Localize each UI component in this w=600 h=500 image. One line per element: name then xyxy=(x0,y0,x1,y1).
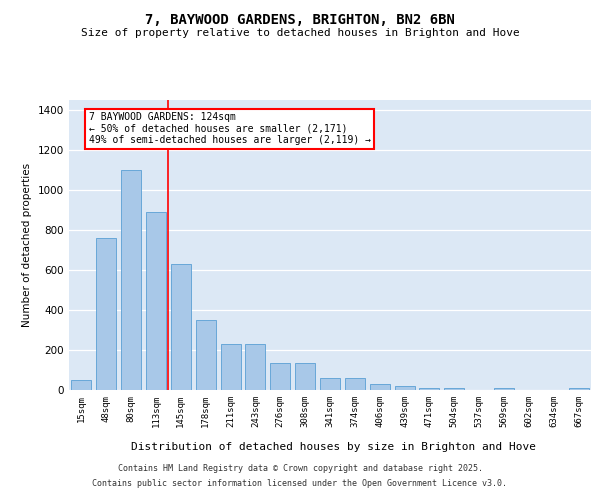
Bar xyxy=(146,212,166,390)
Text: 7 BAYWOOD GARDENS: 124sqm
← 50% of detached houses are smaller (2,171)
49% of se: 7 BAYWOOD GARDENS: 124sqm ← 50% of detac… xyxy=(89,112,371,145)
Bar xyxy=(196,320,215,390)
Bar xyxy=(370,384,389,390)
Bar xyxy=(121,170,141,390)
Bar xyxy=(71,380,91,390)
Bar xyxy=(419,388,439,390)
Bar xyxy=(569,388,589,390)
Bar xyxy=(171,264,191,390)
Bar xyxy=(345,378,365,390)
Bar xyxy=(395,386,415,390)
Bar xyxy=(445,388,464,390)
Text: Contains public sector information licensed under the Open Government Licence v3: Contains public sector information licen… xyxy=(92,479,508,488)
Bar xyxy=(97,238,116,390)
Bar xyxy=(320,378,340,390)
Text: Distribution of detached houses by size in Brighton and Hove: Distribution of detached houses by size … xyxy=(131,442,536,452)
Y-axis label: Number of detached properties: Number of detached properties xyxy=(22,163,32,327)
Text: Size of property relative to detached houses in Brighton and Hove: Size of property relative to detached ho… xyxy=(80,28,520,38)
Bar xyxy=(245,344,265,390)
Bar xyxy=(295,363,315,390)
Bar xyxy=(221,344,241,390)
Bar xyxy=(271,363,290,390)
Text: Contains HM Land Registry data © Crown copyright and database right 2025.: Contains HM Land Registry data © Crown c… xyxy=(118,464,482,473)
Bar xyxy=(494,388,514,390)
Text: 7, BAYWOOD GARDENS, BRIGHTON, BN2 6BN: 7, BAYWOOD GARDENS, BRIGHTON, BN2 6BN xyxy=(145,12,455,26)
